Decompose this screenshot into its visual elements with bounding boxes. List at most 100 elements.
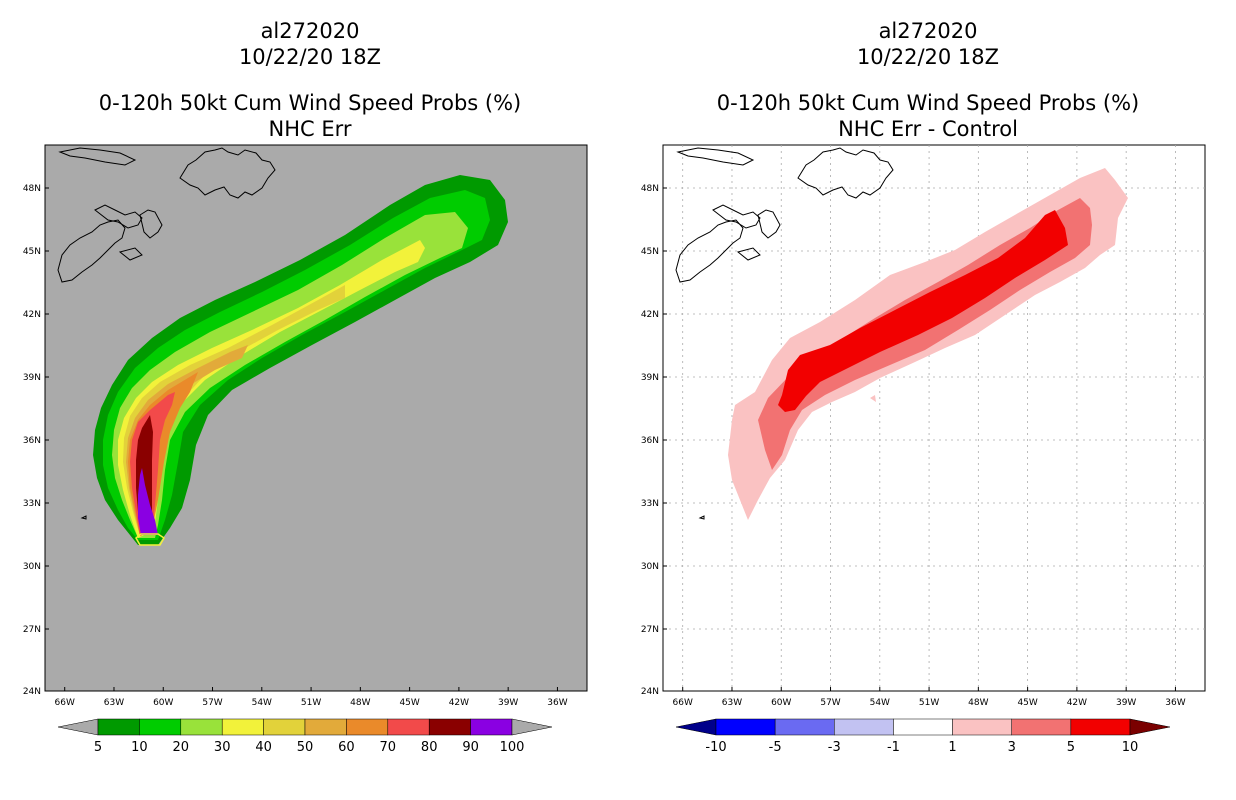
- lon-tick-label: 66W: [673, 698, 693, 708]
- lon-tick-label: 36W: [547, 698, 567, 708]
- left-map: 66W 63W 60W 57W 54W 51W 48W 45W 42W 39W 36W 48N 45N 4…: [23, 144, 588, 708]
- colorbar-extend-low: [57, 718, 99, 736]
- left-product: 0-120h 50kt Cum Wind Speed Probs (%): [98, 91, 522, 115]
- lon-tick-label: 42W: [449, 698, 469, 708]
- colorbar-label: 10: [1122, 740, 1139, 755]
- right-storm-id: al272020: [878, 19, 978, 43]
- left-title-block: al272020 10/22/20 18Z 0-120h 50kt Cum Wi…: [40, 18, 580, 142]
- left-subtitle: NHC Err: [268, 117, 352, 141]
- colorbar-label: 10: [131, 740, 148, 755]
- colorbar-label: 5: [1067, 740, 1075, 755]
- right-product: 0-120h 50kt Cum Wind Speed Probs (%): [716, 91, 1140, 115]
- lon-tick-label: 39W: [498, 698, 518, 708]
- colorbar-segment: [1011, 718, 1072, 736]
- lat-tick-label: 45N: [641, 247, 659, 257]
- right-diff-contours: [728, 168, 1128, 520]
- contour-90: [138, 468, 158, 535]
- lat-tick-label: 30N: [641, 562, 659, 572]
- colorbar-label: -5: [769, 740, 782, 755]
- colorbar-segment: [346, 718, 389, 736]
- lon-tick-label: 36W: [1165, 698, 1185, 708]
- lon-tick-label: 54W: [870, 698, 890, 708]
- lat-tick-label: 39N: [23, 373, 41, 383]
- lon-tick-label: 42W: [1067, 698, 1087, 708]
- lon-tick-label: 48W: [968, 698, 988, 708]
- left-colorbar: 5 10 20 30 40 50 60 70 80 90 100: [57, 718, 553, 755]
- lon-tick-label: 45W: [399, 698, 419, 708]
- colorbar-extend-high: [1129, 718, 1171, 736]
- lat-tick-label: 30N: [23, 562, 41, 572]
- colorbar-segment: [221, 718, 264, 736]
- colorbar-segment: [139, 718, 182, 736]
- lat-tick-label: 24N: [641, 687, 659, 697]
- colorbar-label: 80: [421, 740, 438, 755]
- lat-tick-label: 48N: [23, 184, 41, 194]
- lat-tick-label: 48N: [641, 184, 659, 194]
- colorbar-segment: [774, 718, 835, 736]
- colorbar-segment: [952, 718, 1012, 736]
- colorbar-segment: [893, 718, 953, 736]
- lon-tick-label: 54W: [252, 698, 272, 708]
- lon-tick-label: 63W: [104, 698, 124, 708]
- colorbar-extend-low: [675, 718, 717, 736]
- lon-tick-label: 63W: [722, 698, 742, 708]
- contour-lone-dot: [870, 395, 876, 402]
- colorbar-extend-high: [511, 718, 553, 736]
- colorbar-label: 3: [1008, 740, 1016, 755]
- right-coastline: [675, 147, 894, 520]
- right-colorbar: -10 -5 -3 -1 1 3 5 10: [675, 718, 1171, 755]
- colorbar-label: 100: [500, 740, 525, 755]
- left-storm-id: al272020: [260, 19, 360, 43]
- colorbar-segment: [470, 718, 513, 736]
- right-datetime: 10/22/20 18Z: [856, 45, 1000, 69]
- colorbar-label: -1: [887, 740, 900, 755]
- colorbar-label: 40: [255, 740, 272, 755]
- lat-tick-label: 33N: [641, 499, 659, 509]
- lat-tick-label: 45N: [23, 247, 41, 257]
- left-prob-contours: [93, 175, 508, 546]
- lon-tick-label: 51W: [301, 698, 321, 708]
- lat-tick-label: 24N: [23, 687, 41, 697]
- right-subtitle: NHC Err - Control: [838, 117, 1018, 141]
- lat-tick-label: 36N: [23, 436, 41, 446]
- colorbar-segment: [263, 718, 306, 736]
- right-axis-ticks: 66W 63W 60W 57W 54W 51W 48W 45W 42W 39W 36W 48N 45N 4…: [641, 184, 1186, 708]
- colorbar-label: 1: [948, 740, 956, 755]
- right-title-block: al272020 10/22/20 18Z 0-120h 50kt Cum Wi…: [658, 18, 1198, 142]
- contour-100: [135, 533, 165, 546]
- colorbar-segment: [180, 718, 223, 736]
- lon-tick-label: 57W: [820, 698, 840, 708]
- lon-tick-label: 45W: [1017, 698, 1037, 708]
- colorbar-label: -3: [828, 740, 841, 755]
- lat-tick-label: 33N: [23, 499, 41, 509]
- lat-tick-label: 42N: [23, 310, 41, 320]
- lon-tick-label: 57W: [202, 698, 222, 708]
- left-datetime: 10/22/20 18Z: [238, 45, 382, 69]
- lat-tick-label: 42N: [641, 310, 659, 320]
- colorbar-label: 30: [214, 740, 231, 755]
- contour-5-10: [778, 210, 1068, 412]
- lon-tick-label: 60W: [771, 698, 791, 708]
- lat-tick-label: 27N: [23, 625, 41, 635]
- lat-tick-label: 27N: [641, 625, 659, 635]
- lon-tick-label: 66W: [55, 698, 75, 708]
- right-map: 66W 63W 60W 57W 54W 51W 48W 45W 42W 39W 36W 48N 45N 4…: [641, 144, 1206, 708]
- left-axis-ticks: 66W 63W 60W 57W 54W 51W 48W 45W 42W 39W 36W 48N 45N 4…: [23, 184, 568, 708]
- colorbar-segment: [834, 718, 894, 736]
- colorbar-label: 50: [297, 740, 314, 755]
- lon-tick-label: 51W: [919, 698, 939, 708]
- lon-tick-label: 48W: [350, 698, 370, 708]
- lon-tick-label: 60W: [153, 698, 173, 708]
- colorbar-label: 60: [338, 740, 355, 755]
- colorbar-segment: [428, 718, 471, 736]
- left-coastline: [57, 147, 276, 520]
- colorbar-label: -10: [705, 740, 726, 755]
- lat-tick-label: 36N: [641, 436, 659, 446]
- lon-tick-label: 39W: [1116, 698, 1136, 708]
- colorbar-segment: [1070, 718, 1131, 736]
- colorbar-label: 20: [173, 740, 190, 755]
- colorbar-label: 90: [462, 740, 479, 755]
- colorbar-segment: [387, 718, 430, 736]
- colorbar-segment: [715, 718, 776, 736]
